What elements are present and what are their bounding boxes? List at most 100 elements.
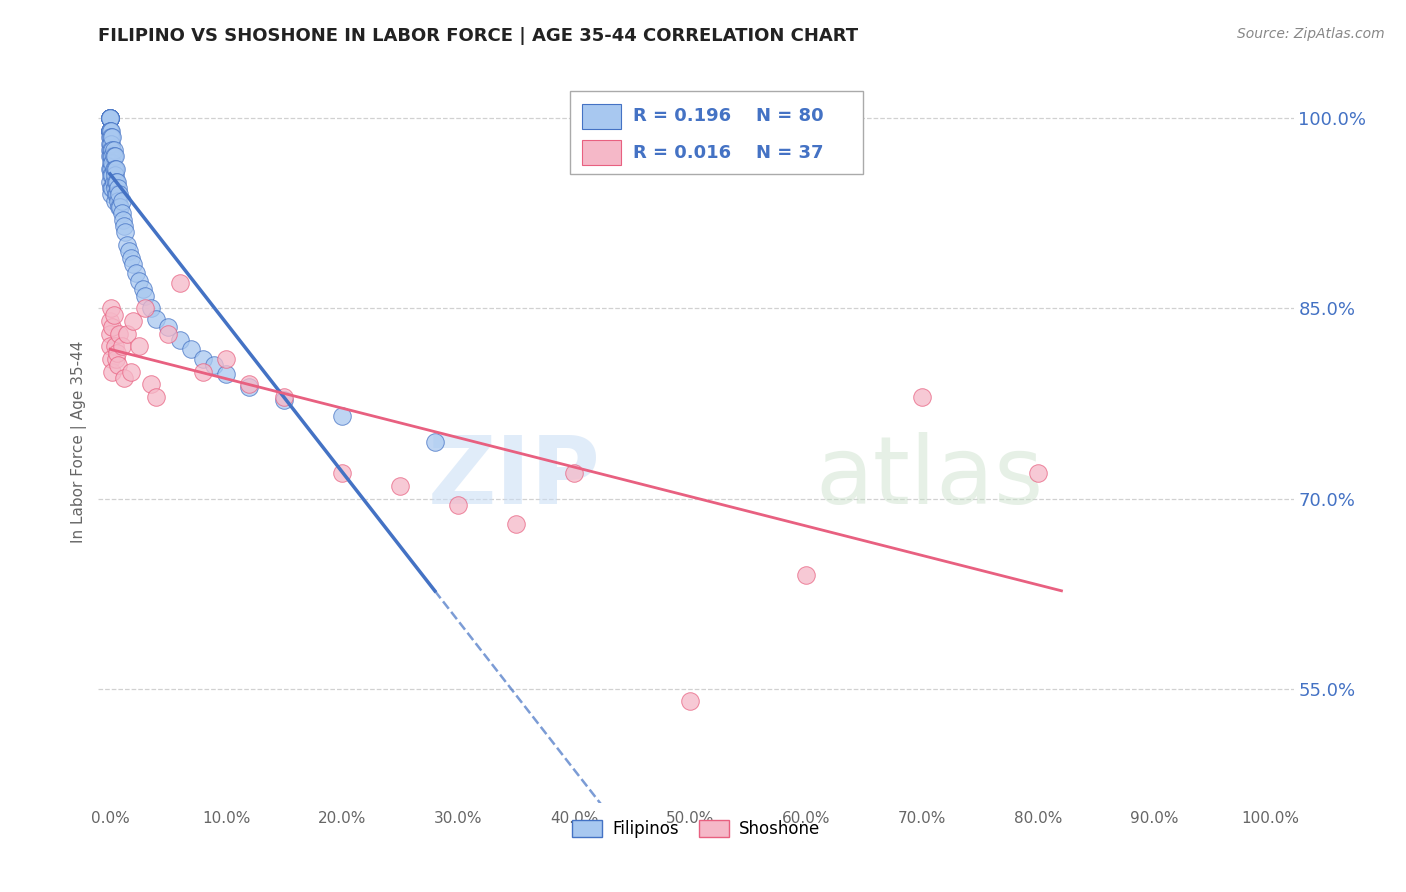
Point bbox=[145, 311, 167, 326]
Point bbox=[122, 314, 145, 328]
Point bbox=[273, 392, 295, 407]
Point bbox=[191, 365, 214, 379]
Text: N = 80: N = 80 bbox=[756, 107, 824, 126]
Point bbox=[101, 320, 124, 334]
Point bbox=[117, 326, 139, 341]
Point bbox=[100, 161, 122, 176]
Point bbox=[104, 352, 127, 367]
Point bbox=[98, 136, 121, 151]
Point bbox=[98, 112, 121, 126]
Point bbox=[114, 226, 136, 240]
Point bbox=[103, 149, 125, 163]
Point bbox=[104, 149, 127, 163]
Point bbox=[103, 161, 125, 176]
Point bbox=[104, 339, 127, 353]
Point bbox=[101, 155, 124, 169]
Point bbox=[111, 194, 134, 208]
Point bbox=[117, 238, 139, 252]
Point bbox=[794, 567, 817, 582]
Point bbox=[98, 314, 121, 328]
Point bbox=[101, 143, 124, 157]
Point bbox=[104, 194, 127, 208]
Point bbox=[98, 124, 121, 138]
Point bbox=[101, 365, 124, 379]
Point bbox=[238, 377, 260, 392]
Point bbox=[98, 143, 121, 157]
Point bbox=[98, 149, 121, 163]
Point bbox=[131, 282, 153, 296]
FancyBboxPatch shape bbox=[571, 91, 863, 174]
Point bbox=[98, 130, 121, 145]
Point bbox=[505, 516, 527, 531]
Point bbox=[215, 368, 238, 382]
Point bbox=[128, 274, 150, 288]
Point bbox=[112, 371, 135, 385]
Point bbox=[104, 181, 127, 195]
Point bbox=[169, 276, 191, 290]
Point bbox=[273, 390, 295, 404]
Legend: Filipinos, Shoshone: Filipinos, Shoshone bbox=[565, 814, 827, 845]
Point bbox=[98, 112, 121, 126]
Point bbox=[105, 187, 128, 202]
Point bbox=[101, 181, 124, 195]
Point bbox=[389, 479, 412, 493]
Point bbox=[134, 289, 156, 303]
Point bbox=[104, 175, 127, 189]
Point bbox=[562, 467, 585, 481]
Y-axis label: In Labor Force | Age 35-44: In Labor Force | Age 35-44 bbox=[72, 341, 87, 542]
Point bbox=[98, 326, 121, 341]
Point bbox=[98, 124, 121, 138]
Point bbox=[111, 212, 134, 227]
Point bbox=[111, 339, 134, 353]
Point bbox=[145, 390, 167, 404]
Point bbox=[108, 187, 131, 202]
Point bbox=[101, 130, 124, 145]
Text: N = 37: N = 37 bbox=[756, 144, 824, 161]
Point bbox=[447, 498, 470, 512]
Text: ZIP: ZIP bbox=[427, 432, 600, 524]
Point bbox=[112, 219, 135, 233]
FancyBboxPatch shape bbox=[582, 104, 620, 128]
Point bbox=[98, 175, 121, 189]
Point bbox=[103, 143, 125, 157]
Point bbox=[100, 187, 122, 202]
Point bbox=[100, 155, 122, 169]
Point bbox=[105, 346, 128, 360]
FancyBboxPatch shape bbox=[582, 140, 620, 165]
Point bbox=[120, 365, 142, 379]
Text: atlas: atlas bbox=[815, 432, 1043, 524]
Point bbox=[122, 257, 145, 271]
Text: R = 0.196: R = 0.196 bbox=[633, 107, 731, 126]
Point bbox=[98, 112, 121, 126]
Point bbox=[911, 390, 934, 404]
Point bbox=[103, 175, 125, 189]
Point bbox=[98, 161, 121, 176]
Point bbox=[330, 467, 353, 481]
Point bbox=[124, 266, 146, 280]
Point bbox=[98, 112, 121, 126]
Point bbox=[215, 352, 238, 367]
Point bbox=[1026, 467, 1049, 481]
Point bbox=[107, 194, 129, 208]
Point bbox=[134, 301, 156, 316]
Point bbox=[107, 359, 129, 373]
Point bbox=[157, 326, 180, 341]
Point bbox=[110, 200, 132, 214]
Point bbox=[139, 301, 162, 316]
Point bbox=[111, 206, 134, 220]
Point bbox=[100, 169, 122, 183]
Point bbox=[139, 377, 162, 392]
Point bbox=[100, 143, 122, 157]
Point bbox=[98, 124, 121, 138]
Point bbox=[98, 112, 121, 126]
Point bbox=[104, 161, 127, 176]
Point bbox=[100, 352, 122, 367]
Point bbox=[423, 434, 446, 449]
Text: FILIPINO VS SHOSHONE IN LABOR FORCE | AGE 35-44 CORRELATION CHART: FILIPINO VS SHOSHONE IN LABOR FORCE | AG… bbox=[98, 27, 859, 45]
Point bbox=[120, 251, 142, 265]
Point bbox=[104, 187, 127, 202]
Point bbox=[98, 124, 121, 138]
Point bbox=[101, 149, 124, 163]
Point bbox=[98, 112, 121, 126]
Point bbox=[157, 320, 180, 334]
